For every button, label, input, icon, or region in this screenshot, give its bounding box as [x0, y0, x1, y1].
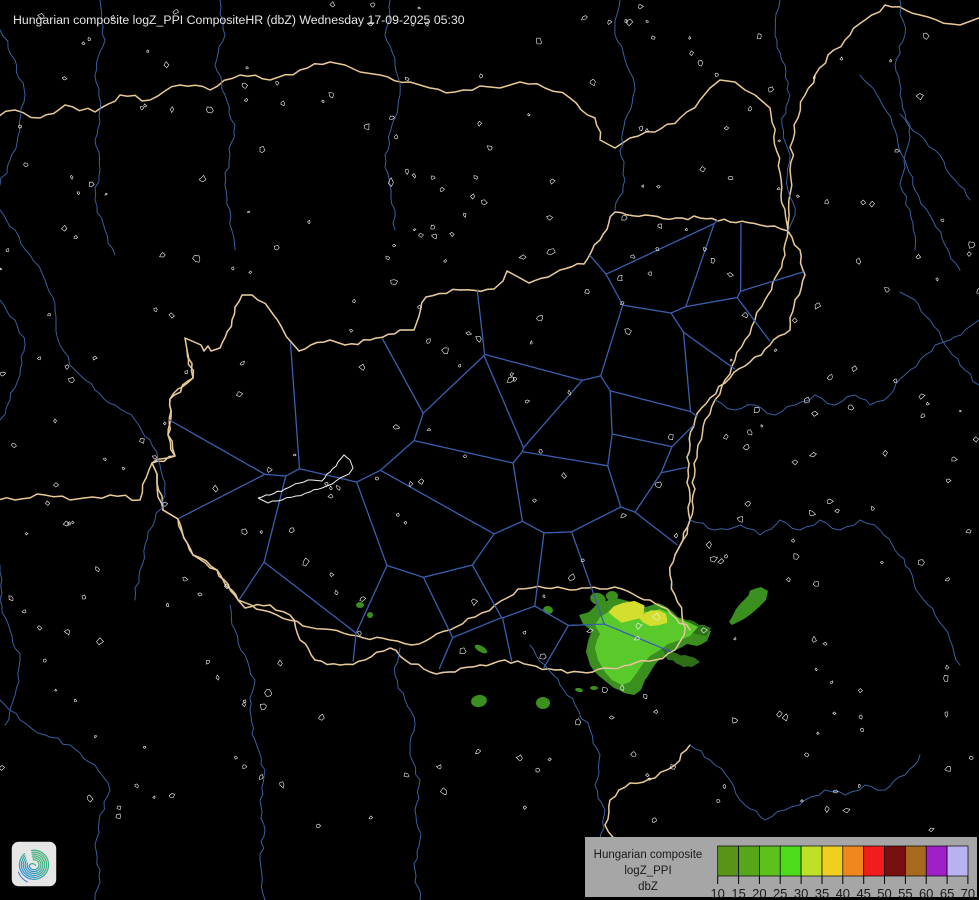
svg-text:55: 55 — [898, 886, 912, 900]
svg-text:65: 65 — [940, 886, 954, 900]
svg-text:logZ_PPI: logZ_PPI — [624, 865, 671, 877]
svg-text:15: 15 — [731, 886, 745, 900]
svg-text:45: 45 — [856, 886, 870, 900]
svg-text:30: 30 — [794, 886, 808, 900]
svg-text:25: 25 — [773, 886, 787, 900]
svg-text:10: 10 — [710, 886, 724, 900]
svg-text:dbZ: dbZ — [638, 881, 658, 893]
svg-text:35: 35 — [815, 886, 829, 900]
svg-text:60: 60 — [919, 886, 933, 900]
svg-text:20: 20 — [752, 886, 766, 900]
svg-text:70: 70 — [961, 886, 975, 900]
svg-text:40: 40 — [836, 886, 850, 900]
svg-text:50: 50 — [877, 886, 891, 900]
svg-text:Hungarian composite: Hungarian composite — [594, 849, 703, 861]
